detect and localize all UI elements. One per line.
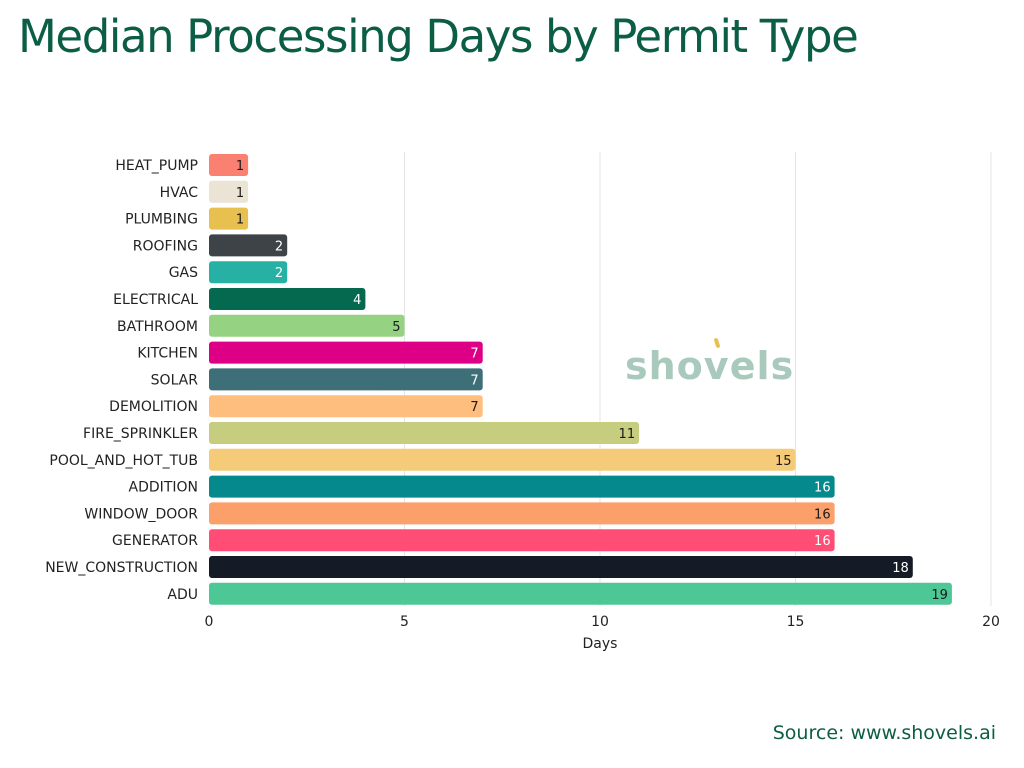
x-tick-label: 5 xyxy=(400,614,409,630)
bar-demolition xyxy=(209,395,483,418)
bar-electrical xyxy=(209,288,366,310)
y-category-label: HEAT_PUMP xyxy=(115,158,198,174)
y-category-label: PLUMBING xyxy=(125,212,198,228)
bar-value-label: 2 xyxy=(275,239,283,254)
bar-value-label: 16 xyxy=(814,534,831,549)
y-category-label: ADU xyxy=(167,587,198,603)
bar-hvac xyxy=(209,180,249,203)
bar-plumbing xyxy=(209,207,249,230)
bar-gas xyxy=(209,261,288,284)
bar-value-label: 1 xyxy=(236,213,244,228)
bar-generator xyxy=(209,529,835,552)
y-category-label: WINDOW_DOOR xyxy=(84,506,198,522)
y-category-label: GENERATOR xyxy=(112,533,198,549)
y-category-label: GAS xyxy=(169,265,198,281)
y-category-label: FIRE_SPRINKLER xyxy=(83,426,198,442)
bar-value-label: 16 xyxy=(814,481,831,496)
chart-title: Median Processing Days by Permit Type xyxy=(18,10,859,63)
x-tick-label: 0 xyxy=(205,614,214,630)
y-category-label: POOL_AND_HOT_TUB xyxy=(49,453,198,469)
bar-value-label: 1 xyxy=(236,159,244,174)
bar-value-label: 2 xyxy=(275,266,283,281)
bar-kitchen xyxy=(209,341,483,364)
bar-value-label: 7 xyxy=(470,373,478,388)
bar-value-label: 1 xyxy=(236,186,244,201)
y-category-label: SOLAR xyxy=(151,372,199,388)
y-category-label: KITCHEN xyxy=(137,346,198,362)
bar-adu xyxy=(209,582,952,605)
x-tick-label: 20 xyxy=(982,614,1000,630)
y-category-label: DEMOLITION xyxy=(109,399,198,415)
bar-window-door xyxy=(209,502,835,525)
bar-value-label: 5 xyxy=(392,320,400,335)
y-category-label: NEW_CONSTRUCTION xyxy=(45,560,198,576)
bar-value-label: 7 xyxy=(470,347,478,362)
bar-value-label: 7 xyxy=(470,400,478,415)
bar-bathroom xyxy=(209,314,405,337)
y-category-label: ROOFING xyxy=(133,238,198,254)
x-tick-label: 10 xyxy=(591,614,609,630)
bar-value-label: 4 xyxy=(353,293,361,308)
bar-heat-pump xyxy=(209,154,249,176)
x-tick-label: 15 xyxy=(787,614,805,630)
y-category-label: ADDITION xyxy=(129,480,198,496)
bar-addition xyxy=(209,475,835,498)
bar-value-label: 16 xyxy=(814,507,831,522)
bar-value-label: 18 xyxy=(892,561,909,576)
bar-new-construction xyxy=(209,556,913,578)
bar-value-label: 11 xyxy=(619,427,636,442)
bar-pool-and-hot-tub xyxy=(209,448,796,471)
x-axis-label: Days xyxy=(583,636,618,652)
bar-fire-sprinkler xyxy=(209,422,640,444)
y-category-label: ELECTRICAL xyxy=(113,292,198,308)
bar-roofing xyxy=(209,234,288,257)
axes: 0 5 10 15 20DaysHEAT_PUMPHVACPLUMBINGROOFING… xyxy=(45,158,1000,652)
y-category-label: HVAC xyxy=(160,185,199,201)
bar-value-label: 15 xyxy=(775,454,792,469)
source-note: Source: www.shovels.ai xyxy=(772,722,996,744)
logo-accent-mark: v xyxy=(704,337,730,388)
shovels-logo-watermark: shov els xyxy=(625,337,794,388)
bar-solar xyxy=(209,368,483,391)
y-category-label: BATHROOM xyxy=(117,319,198,335)
bar-value-label: 19 xyxy=(931,588,948,603)
